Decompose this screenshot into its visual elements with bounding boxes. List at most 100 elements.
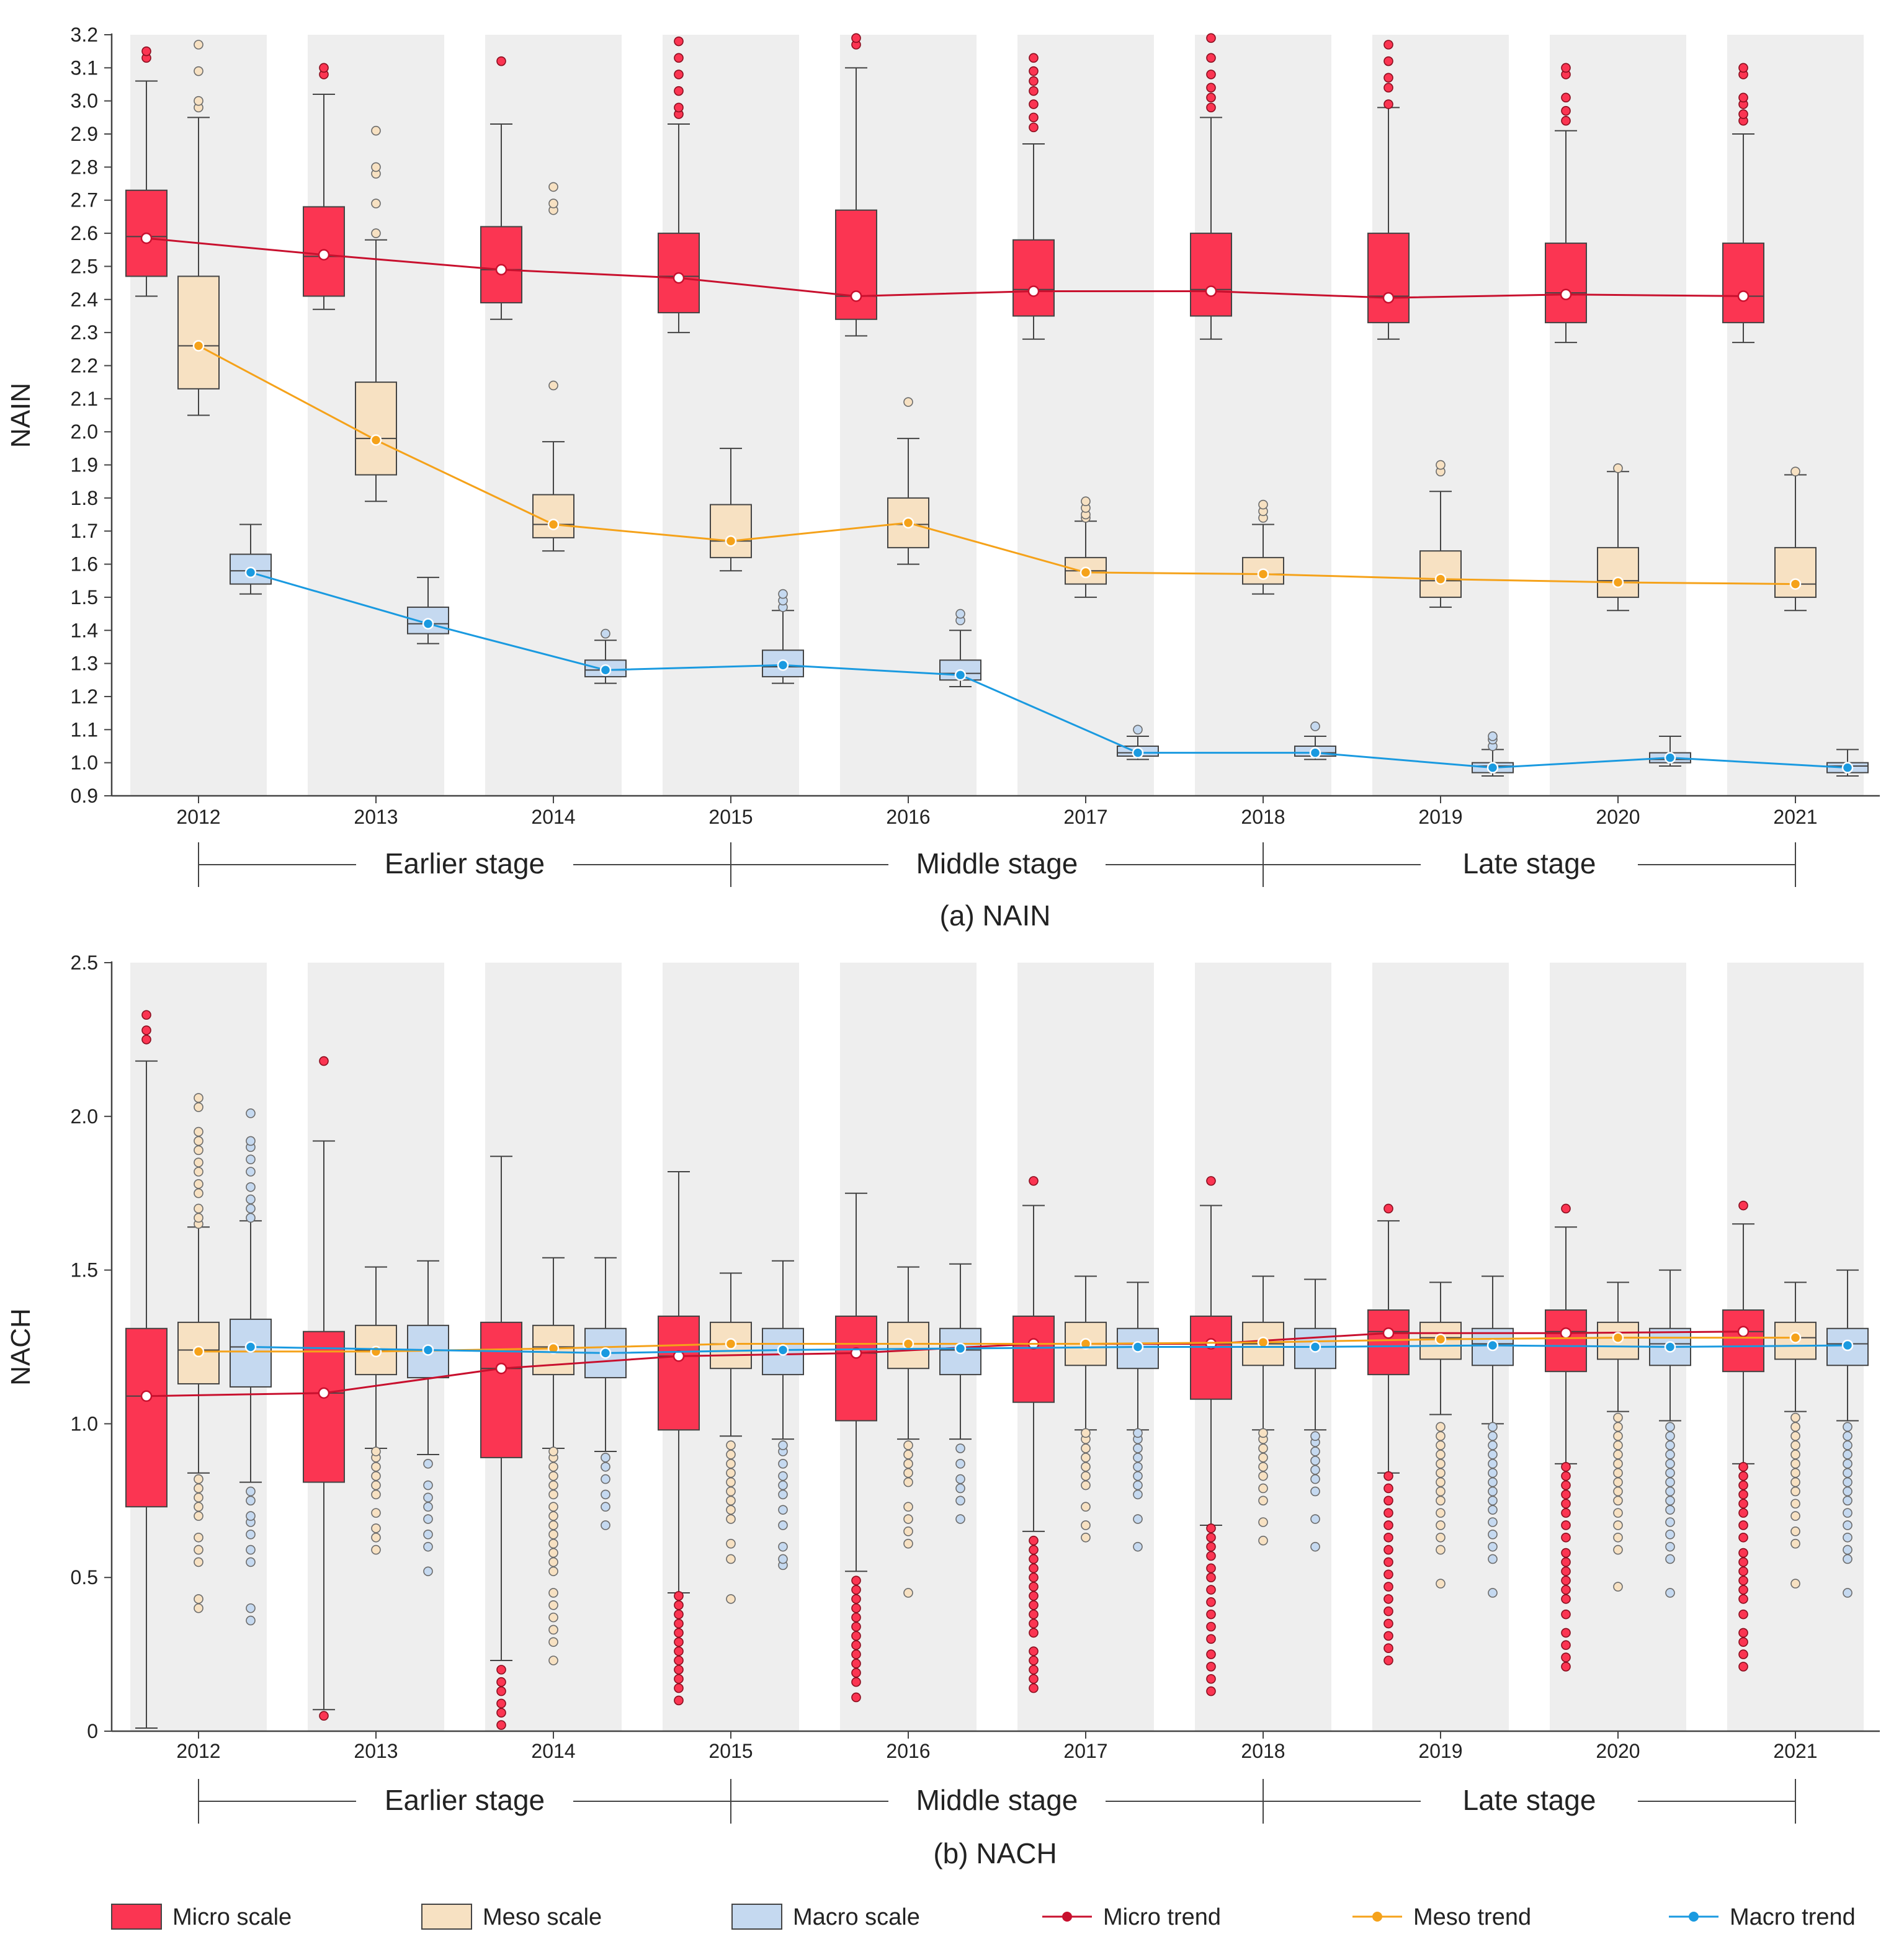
outlier-point — [903, 1514, 913, 1524]
iqr-box — [355, 381, 397, 476]
macro-trend-point — [1132, 1341, 1144, 1353]
micro-box-2016 — [835, 1192, 877, 1703]
macro-trend-point — [1841, 762, 1854, 773]
outlier-point — [778, 1440, 788, 1450]
outlier-point — [1310, 1486, 1320, 1497]
outlier-point — [1665, 1486, 1675, 1497]
outlier-point — [1383, 1618, 1393, 1629]
outlier-point — [1488, 1505, 1498, 1515]
outlier-point — [496, 1698, 506, 1709]
panel-nach: 0 0.5 1.0 1.5 2.0 2.5 NACH 2012 2013 2014 2015 2016… — [6, 951, 1880, 1870]
band-2016 — [840, 35, 977, 796]
outlier-point — [851, 1594, 861, 1604]
iqr-box — [1012, 239, 1055, 317]
outlier-point — [674, 69, 684, 79]
outlier-point — [548, 1489, 558, 1500]
outlier-point — [674, 1637, 684, 1647]
outlier-point — [955, 1514, 965, 1524]
outlier-point — [1310, 1464, 1320, 1475]
macro-trend-point — [1132, 747, 1144, 759]
outlier-point — [1383, 99, 1393, 109]
stage-label: Middle stage — [916, 847, 1078, 880]
outlier-point — [371, 1461, 381, 1472]
outlier-point — [1383, 40, 1393, 50]
meso-trend-point — [1612, 1332, 1624, 1344]
x-tick-label-2021: 2021 — [1773, 1740, 1817, 1762]
outlier-point — [726, 1477, 736, 1487]
outlier-point — [1206, 102, 1216, 113]
outlier-point — [246, 1182, 256, 1192]
micro-trend-point — [140, 1390, 153, 1402]
outlier-point — [1081, 1532, 1091, 1543]
macro-trend-point — [777, 659, 789, 671]
iqr-box — [1545, 1309, 1587, 1373]
outlier-point — [1613, 1544, 1623, 1555]
outlier-point — [1738, 1548, 1748, 1558]
outlier-point — [903, 1468, 913, 1478]
outlier-point — [726, 1486, 736, 1497]
band-2019 — [1372, 35, 1509, 796]
outlier-point — [548, 1612, 558, 1623]
outlier-point — [1310, 1474, 1320, 1484]
outlier-point — [1738, 1637, 1748, 1647]
outlier-point — [778, 1480, 788, 1491]
outlier-point — [194, 1502, 203, 1512]
outlier-point — [1029, 53, 1039, 63]
outlier-point — [726, 1505, 736, 1515]
y-tick-label: 2.0 — [71, 1105, 98, 1128]
outlier-point — [1738, 1557, 1748, 1567]
outlier-point — [1488, 1541, 1498, 1552]
outlier-point — [1206, 1532, 1216, 1543]
outlier-point — [496, 1677, 506, 1687]
outlier-point — [1561, 1640, 1571, 1651]
outlier-point — [1310, 1456, 1320, 1466]
outlier-point — [601, 1489, 610, 1500]
outlier-point — [194, 1102, 203, 1112]
y-axis-label: NAIN — [6, 383, 36, 448]
outlier-point — [1383, 1656, 1393, 1665]
outlier-point — [1738, 1566, 1748, 1577]
micro-trend-point — [318, 249, 330, 261]
outlier-point — [1790, 1499, 1800, 1509]
outlier-point — [1029, 1600, 1039, 1610]
y-tick-label: 2.0 — [71, 421, 98, 443]
band-2018 — [1195, 35, 1331, 796]
outlier-point — [1258, 1428, 1268, 1438]
outlier-point — [1206, 33, 1216, 43]
outlier-point — [496, 1686, 506, 1696]
outlier-point — [674, 1673, 684, 1684]
outlier-point — [1738, 1480, 1748, 1491]
outlier-point — [674, 1600, 684, 1610]
outlier-point — [1206, 92, 1216, 103]
outlier-point — [423, 1530, 433, 1540]
outlier-point — [1029, 1683, 1039, 1693]
macro-box-2015 — [762, 589, 804, 684]
outlier-point — [1561, 1532, 1571, 1543]
outlier-point — [1029, 1572, 1039, 1582]
micro-trend-point — [140, 232, 153, 244]
outlier-point — [1133, 1471, 1143, 1481]
x-tick-label-2019: 2019 — [1418, 806, 1462, 828]
outlier-point — [1081, 1502, 1091, 1512]
outlier-point — [1310, 721, 1320, 731]
outlier-point — [1790, 1459, 1800, 1469]
outlier-point — [1738, 1649, 1748, 1659]
outlier-point — [1206, 1686, 1216, 1696]
outlier-point — [601, 1453, 610, 1463]
outlier-point — [1561, 105, 1571, 116]
micro-trend-point — [318, 1387, 330, 1399]
x-tick-label-2013: 2013 — [354, 806, 398, 828]
outlier-point — [194, 1093, 203, 1103]
band-2021 — [1727, 35, 1864, 796]
outlier-point — [1029, 66, 1039, 76]
outlier-point — [851, 1677, 861, 1687]
outlier-point — [1488, 1422, 1498, 1432]
outlier-point — [548, 1502, 558, 1512]
outlier-point — [1790, 1468, 1800, 1478]
outlier-point — [1738, 1662, 1748, 1672]
y-tick-label: 2.9 — [71, 123, 98, 145]
micro-box-2017 — [1012, 1176, 1055, 1693]
outlier-point — [674, 102, 684, 113]
outlier-point — [1029, 1656, 1039, 1665]
